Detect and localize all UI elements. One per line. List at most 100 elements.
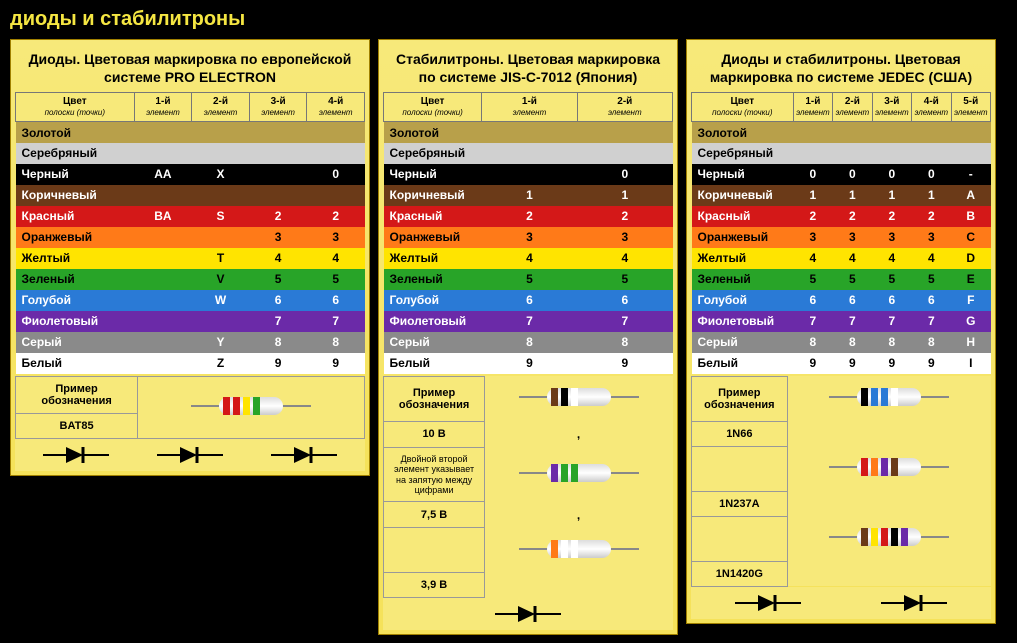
value-cell: Z [192,353,250,374]
diode-band [871,388,878,406]
diode-band [551,540,558,558]
color-row: Серый8888H [692,332,991,353]
value-cell: 7 [249,311,307,332]
color-name-cell: Серый [692,332,794,353]
diode-band [871,528,878,546]
value-cell: F [951,290,990,311]
color-name-cell: Оранжевый [692,227,794,248]
value-cell: 1 [793,185,832,206]
color-row: Золотой [16,122,365,143]
value-cell [134,269,192,290]
panel2-example-label: Пример обозначения [384,376,485,421]
value-cell: 2 [249,206,307,227]
diode-band [551,464,558,482]
value-cell: 2 [912,206,951,227]
value-cell: T [192,248,250,269]
example-value: 10 B [384,421,485,447]
value-cell [872,122,911,143]
value-cell [482,122,577,143]
value-cell: 0 [833,164,872,185]
value-cell: 9 [833,353,872,374]
color-row: БелыйZ99 [16,353,365,374]
value-cell: 3 [793,227,832,248]
value-cell: 2 [307,206,365,227]
color-row: Серебряный [692,143,991,164]
panel1-schematic-row [15,439,365,471]
color-row: КрасныйBAS22 [16,206,365,227]
value-cell [134,122,192,143]
panel1-example-label: Пример обозначения [16,376,138,413]
value-cell: 4 [307,248,365,269]
diode-band [551,388,558,406]
diode-schematic-icon [733,591,803,615]
diode-schematic-icon [879,591,949,615]
value-cell [192,185,250,206]
value-cell [912,122,951,143]
value-cell: 8 [577,332,672,353]
value-cell: BA [134,206,192,227]
value-cell: V [192,269,250,290]
value-cell: D [951,248,990,269]
value-cell: 9 [872,353,911,374]
panel2-title: Стабилитроны. Цветовая маркировка по сис… [383,44,673,92]
color-name-cell: Серебряный [16,143,135,164]
value-cell [134,143,192,164]
value-cell: 0 [307,164,365,185]
value-cell: 3 [833,227,872,248]
color-row: Белый9999I [692,353,991,374]
value-cell [134,332,192,353]
diode-band [861,458,868,476]
color-name-cell: Зеленый [692,269,794,290]
value-cell: 1 [482,185,577,206]
value-cell [833,143,872,164]
value-cell: 1 [912,185,951,206]
color-row: Желтый44 [384,248,673,269]
value-cell [482,143,577,164]
color-row: Голубой66 [384,290,673,311]
panel3-schematic-row [691,587,991,619]
color-name-cell: Голубой [16,290,135,311]
color-row: Желтый4444D [692,248,991,269]
diode-band [891,388,898,406]
column-header: 2-йэлемент [577,93,672,122]
value-cell: 1 [872,185,911,206]
diode-graphic [191,391,311,421]
value-cell: 3 [307,227,365,248]
color-row: Красный22 [384,206,673,227]
color-name-cell: Коричневый [692,185,794,206]
value-cell: 4 [577,248,672,269]
color-name-cell: Золотой [384,122,482,143]
value-cell: 7 [793,311,832,332]
color-row: СерыйY88 [16,332,365,353]
panel2-schematic-row [383,598,673,630]
value-cell [249,143,307,164]
value-cell: 0 [577,164,672,185]
diode-band [871,458,878,476]
value-cell: 9 [912,353,951,374]
column-header: 1-йэлемент [482,93,577,122]
value-cell: 4 [793,248,832,269]
value-cell: 8 [249,332,307,353]
diode-schematic-icon [269,443,339,467]
color-row: ЧерныйAAX0 [16,164,365,185]
value-cell: B [951,206,990,227]
panel-jis: Стабилитроны. Цветовая маркировка по сис… [378,39,678,635]
color-name-cell: Серебряный [692,143,794,164]
diode-band [253,397,260,415]
value-cell [872,143,911,164]
value-cell: 4 [249,248,307,269]
color-name-cell: Коричневый [384,185,482,206]
value-cell: 6 [249,290,307,311]
color-name-cell: Белый [384,353,482,374]
panel1-title: Диоды. Цветовая маркировка по европейско… [15,44,365,92]
panel2-note: Двойной второй элемент указывает на запя… [384,447,485,501]
value-cell: 4 [912,248,951,269]
column-header: Цветполоски (точки) [384,93,482,122]
diode-band [571,540,578,558]
diode-band [571,464,578,482]
color-name-cell: Голубой [692,290,794,311]
example-value: 1N66 [692,421,788,446]
color-row: Фиолетовый77 [16,311,365,332]
panel2-examples: Пример обозначения10 B,Двойной второй эл… [383,376,673,598]
value-cell: 7 [482,311,577,332]
